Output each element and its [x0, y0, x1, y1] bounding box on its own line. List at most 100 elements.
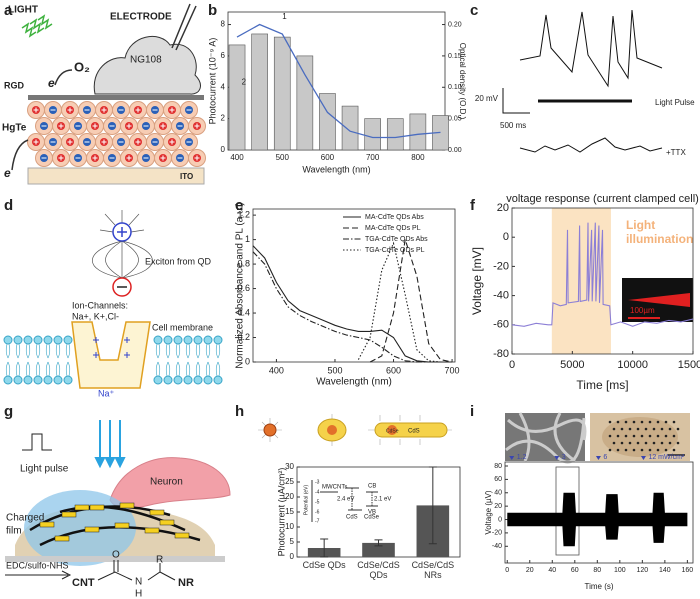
y-tick-label: 0 [503, 231, 509, 243]
electrode-dot [644, 427, 648, 431]
lipid [23, 335, 33, 345]
x-tick-label: 160 [682, 567, 694, 574]
electrode-dot [636, 441, 640, 445]
panel-label: b [208, 2, 217, 19]
lipid-tail [175, 343, 181, 377]
highlight-label: Light [626, 218, 655, 232]
electrode-dot [652, 441, 656, 445]
area [507, 492, 688, 520]
label: Ion-Channels: [72, 300, 128, 310]
lipid [33, 335, 43, 345]
charge-sign [58, 123, 64, 129]
bar [228, 44, 246, 151]
line [252, 251, 453, 363]
y-tick-label: 0 [221, 145, 226, 154]
band-inset: Potential (eV) -3 -4 -5 -6 -7 MWCNTs CB … [303, 479, 391, 524]
y-axis-label: Normalized Absorbance and PL (a.u.) [235, 202, 246, 368]
lipid [183, 335, 193, 345]
y-tick-label: 25 [285, 477, 294, 486]
x-axis-label: Time (s) [584, 582, 613, 591]
y-tick-label: 0.6 [237, 283, 250, 293]
y-tick-label: -40 [492, 543, 502, 550]
electrode-dot [664, 420, 668, 424]
label: Potential (eV) [303, 485, 309, 516]
annotation-marker [554, 456, 560, 460]
y-axis-label: Photocurrent (10⁻⁹ A) [207, 38, 217, 125]
electrode-dot [656, 420, 660, 424]
error-bar [374, 539, 383, 547]
y-tick-label: 1.2 [237, 209, 250, 219]
lipid [193, 375, 203, 385]
lipid [203, 335, 213, 345]
panel-label: h [235, 403, 244, 420]
chart-title: voltage response (current clamped cell) [506, 193, 699, 205]
y-axis-label: Photocurrent (µA/cm²) [276, 468, 286, 557]
inset-image [628, 293, 690, 307]
lipid [23, 375, 33, 385]
panel-label: e [235, 197, 243, 214]
label: Na⁺ [98, 388, 115, 398]
electrode-dot [644, 441, 648, 445]
y-tick-label: 10 [285, 522, 294, 531]
x-tick-label: CdSe/CdS NRs [411, 560, 455, 580]
annotation-marker [595, 456, 601, 460]
label: 2.1 eV [374, 497, 391, 503]
electrode-dot [672, 420, 676, 424]
label: Cell membrane [152, 322, 213, 332]
charge-sign [67, 139, 73, 145]
legend-label: TGA-CdTe QDs PL [365, 247, 425, 254]
bar [319, 93, 336, 151]
line [236, 23, 441, 139]
panel-label: g [4, 403, 13, 420]
label: +TTX [666, 148, 686, 157]
electrode-dot [628, 427, 632, 431]
light-rays [21, 14, 53, 38]
label: CNT [72, 577, 95, 589]
electrode-dot [656, 448, 660, 452]
y2-tick-label: 0.00 [448, 147, 462, 154]
y2-tick-label: 0.05 [448, 115, 462, 122]
electrode-dot [656, 434, 660, 438]
label: R [156, 555, 163, 566]
charge-sign [92, 123, 98, 129]
annotation: 2 [242, 78, 247, 87]
lipid-tail [65, 343, 71, 377]
electrode-dot [632, 434, 636, 438]
electrode-dot [664, 448, 668, 452]
electrode-dot [608, 448, 612, 452]
y-axis-label: Voltage (µV) [484, 490, 493, 535]
bar [409, 113, 427, 151]
plot-frame [504, 461, 694, 564]
electrode-dot [608, 420, 612, 424]
electrode [175, 5, 197, 51]
legend-label: TGA-CdTe QDs Abs [365, 236, 428, 243]
lipid-tail [25, 343, 31, 377]
x-axis-label: Wavelength (nm) [316, 377, 392, 388]
label: MWCNTs [322, 485, 347, 491]
y-tick-label: 20 [494, 503, 502, 510]
label: NR [178, 577, 194, 589]
label: CdS [408, 429, 420, 435]
bar [362, 542, 395, 557]
annotation: 12 mW/cm² [648, 454, 684, 461]
lipid [183, 375, 193, 385]
x-tick-label: 700 [366, 153, 380, 162]
lipid-tail [15, 343, 21, 377]
electrode-dot [664, 434, 668, 438]
y-tick-label: -20 [492, 530, 502, 537]
label: CdSe [386, 428, 399, 434]
electrode-dot [660, 427, 664, 431]
lipid [173, 375, 183, 385]
lipid [153, 335, 163, 345]
electrode-dot [632, 448, 636, 452]
lipid [203, 375, 213, 385]
area [507, 519, 688, 547]
panel-g: Light pulse Neuron Charged film EDC/sulf… [5, 420, 231, 599]
charge-sign [194, 155, 200, 161]
lipid [53, 375, 63, 385]
label: -3 [315, 479, 320, 485]
x-axis-label: Time [ms] [576, 378, 628, 392]
electrode-dot [668, 441, 672, 445]
label: ELECTRODE [110, 12, 172, 23]
y2-tick-label: 0.10 [448, 84, 462, 91]
